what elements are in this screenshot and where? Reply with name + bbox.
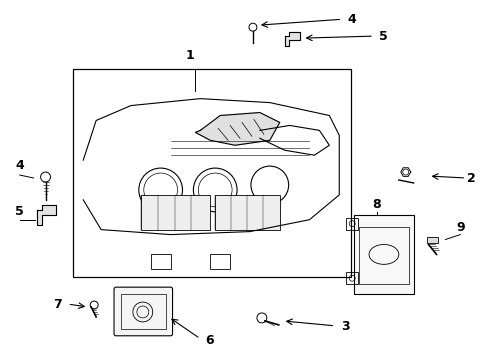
Polygon shape xyxy=(285,32,299,46)
Bar xyxy=(210,255,230,269)
Bar xyxy=(359,227,409,284)
Bar xyxy=(74,69,351,277)
Text: 9: 9 xyxy=(456,221,465,234)
Text: 4: 4 xyxy=(15,159,24,172)
Bar xyxy=(121,294,166,329)
Bar xyxy=(141,195,210,230)
Text: 6: 6 xyxy=(205,334,214,347)
Polygon shape xyxy=(196,113,280,145)
Polygon shape xyxy=(37,205,56,225)
Text: 5: 5 xyxy=(379,30,388,42)
Text: 3: 3 xyxy=(341,320,350,333)
Text: 5: 5 xyxy=(15,205,24,218)
Bar xyxy=(346,272,358,284)
Text: 4: 4 xyxy=(347,13,356,26)
Bar xyxy=(427,237,439,243)
FancyBboxPatch shape xyxy=(114,287,172,336)
Bar xyxy=(354,215,414,294)
Text: 2: 2 xyxy=(467,171,476,185)
Bar xyxy=(215,195,280,230)
Bar xyxy=(346,218,358,230)
Text: 7: 7 xyxy=(53,297,61,311)
Text: 1: 1 xyxy=(186,49,195,63)
Text: 8: 8 xyxy=(373,198,381,211)
Bar xyxy=(151,255,171,269)
